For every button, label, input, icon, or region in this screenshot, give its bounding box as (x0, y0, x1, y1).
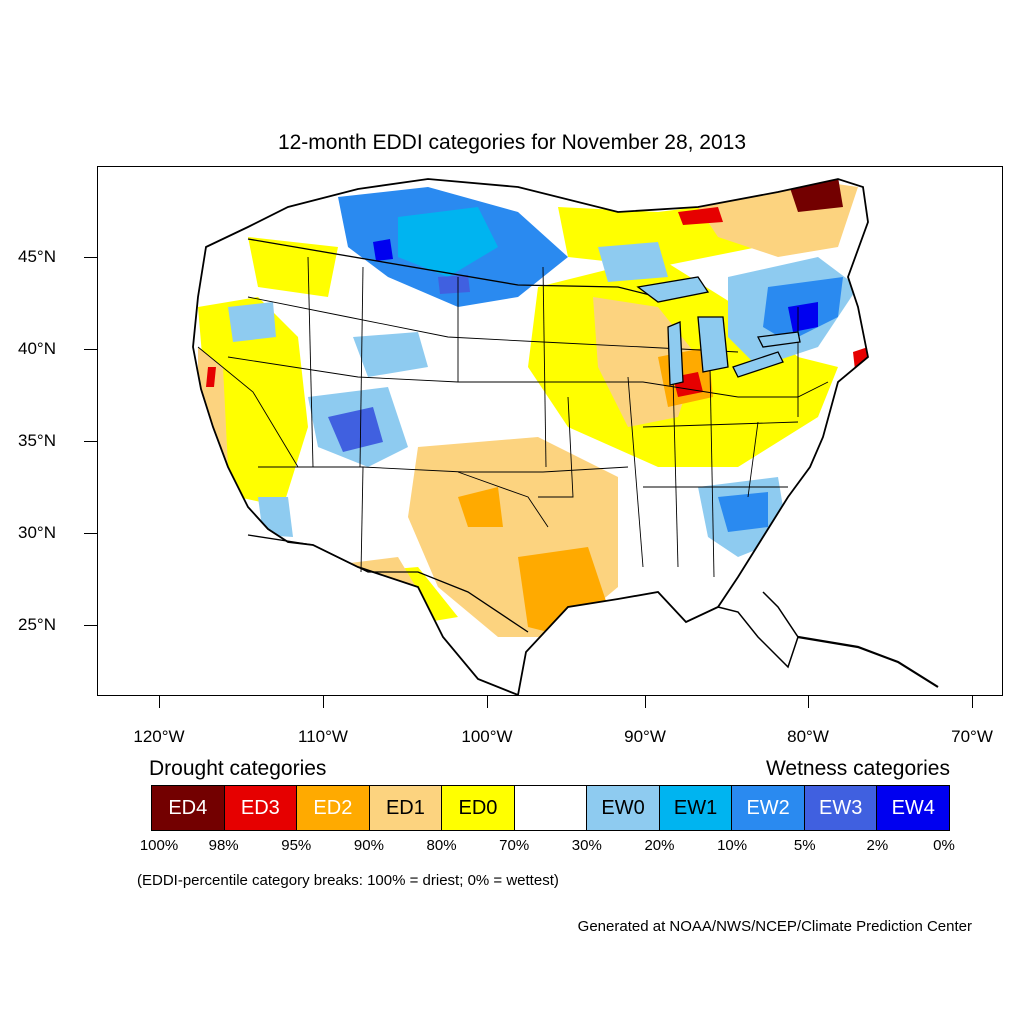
lat-tick-45 (84, 257, 97, 258)
percentile-break: 20% (644, 837, 675, 854)
lon-label-80: 80°W (787, 727, 829, 746)
legend-box-ed2: ED2 (297, 786, 370, 830)
state-lines (197, 256, 829, 578)
lon-label-70: 70°W (951, 727, 993, 746)
lat-tick-25 (84, 625, 97, 626)
percentile-break: 80% (426, 837, 457, 854)
legend-box-ew3: EW3 (804, 786, 878, 830)
legend-box-ew0: EW0 (587, 786, 660, 830)
legend-box-ed1: ED1 (369, 786, 443, 830)
lon-label-100: 100°W (461, 727, 513, 746)
percentile-break: 98% (208, 837, 239, 854)
great-lakes (636, 276, 801, 386)
lat-tick-30 (84, 533, 97, 534)
legend-box-normal (514, 786, 588, 830)
legend-box-ed0: ED0 (442, 786, 515, 830)
lon-tick-70 (972, 696, 973, 708)
percentile-break: 10% (717, 837, 748, 854)
legend-box-ew1: EW1 (659, 786, 733, 830)
percentile-break: 0% (933, 837, 955, 854)
wetness-categories-heading: Wetness categories (765, 757, 950, 780)
category-legend: ED4 ED3 ED2 ED1 ED0 EW0 EW1 EW2 EW3 EW4 (151, 785, 950, 831)
percentile-break: 5% (793, 837, 816, 854)
percentile-break: 30% (571, 837, 602, 854)
category-breaks-note: (EDDI-percentile category breaks: 100% =… (137, 872, 559, 889)
lat-label-40: 40°N (18, 339, 56, 358)
lon-tick-110 (323, 696, 324, 708)
lon-label-90: 90°W (624, 727, 666, 746)
lat-label-45: 45°N (18, 247, 56, 266)
legend-box-ed3: ED3 (224, 786, 298, 830)
percentile-break: 2% (866, 837, 889, 854)
legend-box-ew2: EW2 (732, 786, 805, 830)
lat-tick-40 (84, 349, 97, 350)
eddi-map (192, 178, 939, 695)
percentile-break: 70% (499, 837, 530, 854)
percentile-break: 95% (281, 837, 312, 854)
lon-tick-80 (808, 696, 809, 708)
credit-line: Generated at NOAA/NWS/NCEP/Climate Predi… (577, 918, 972, 935)
lon-label-110: 110°W (298, 727, 348, 746)
lat-tick-35 (84, 441, 97, 442)
lon-label-120: 120°W (133, 727, 185, 746)
eddi-field (193, 179, 868, 695)
lon-tick-100 (487, 696, 488, 708)
legend-box-ew4: EW4 (877, 786, 950, 830)
coastline (192, 178, 869, 695)
lon-tick-120 (159, 696, 160, 708)
lat-label-35: 35°N (18, 431, 56, 450)
lon-tick-90 (645, 696, 646, 708)
percentile-break: 100% (139, 837, 179, 854)
drought-categories-heading: Drought categories (149, 757, 327, 780)
lat-label-25: 25°N (18, 615, 56, 634)
lat-label-30: 30°N (18, 523, 56, 542)
map-title: 12-month EDDI categories for November 28… (277, 131, 747, 154)
percentile-break: 90% (353, 837, 384, 854)
map-area (97, 166, 1003, 696)
legend-box-ed4: ED4 (152, 786, 225, 830)
